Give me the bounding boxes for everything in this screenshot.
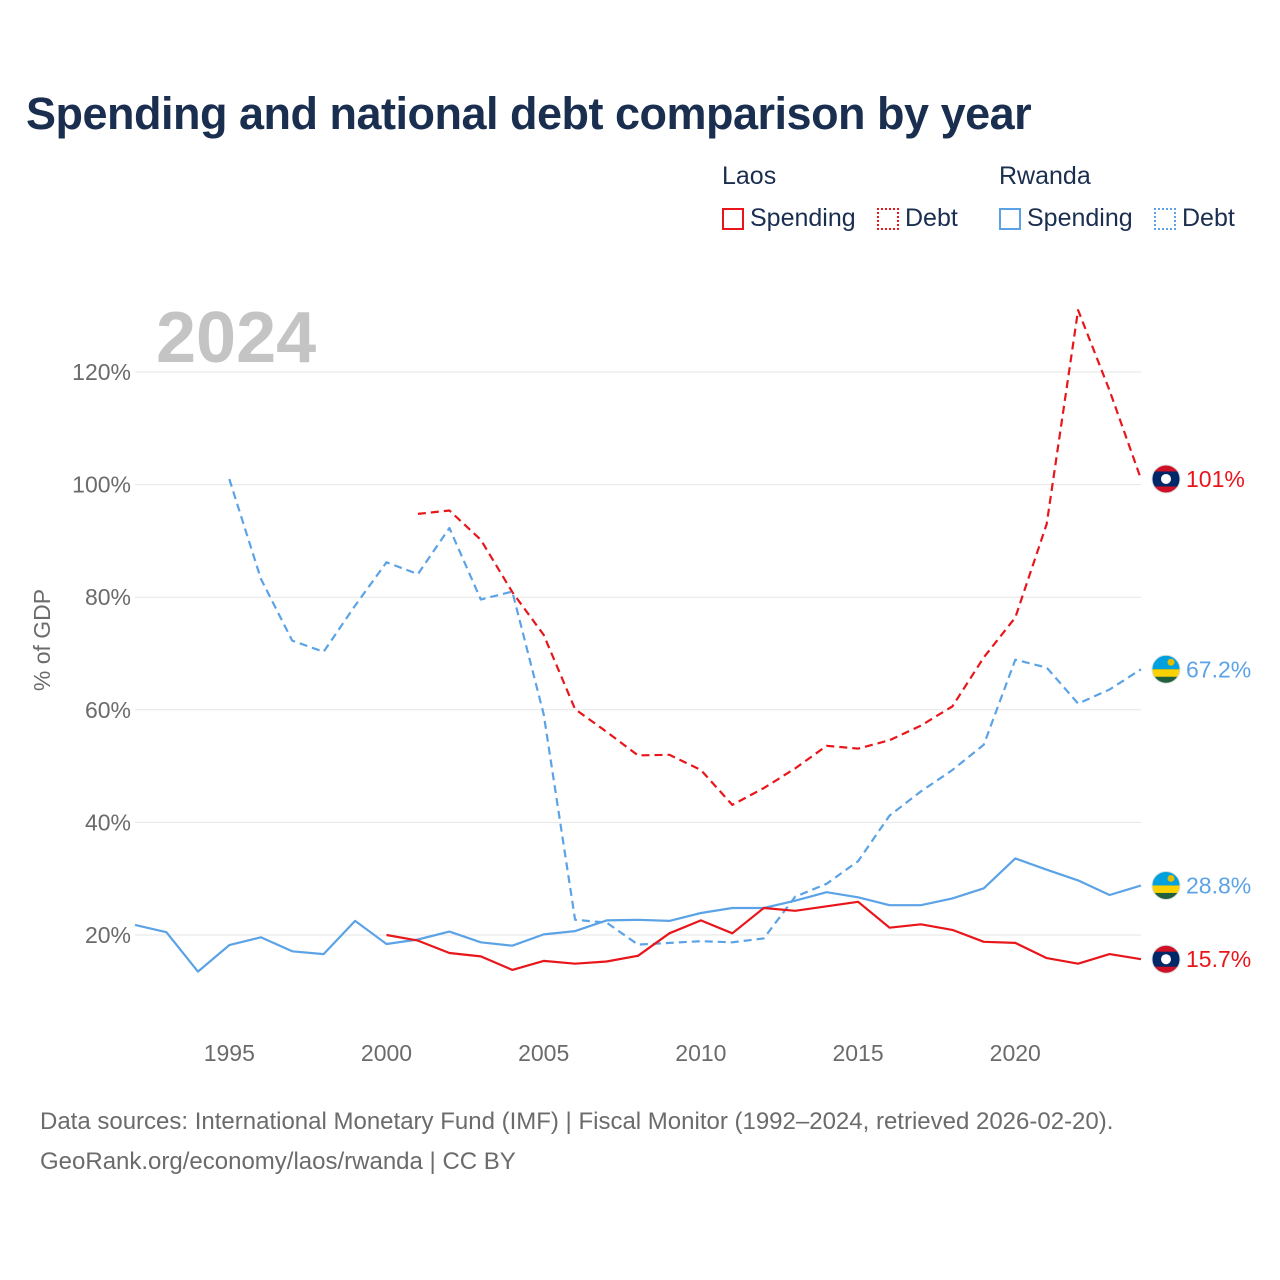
series-lines bbox=[134, 309, 1143, 973]
series-line-laos-debt[interactable] bbox=[417, 309, 1143, 807]
y-tick-label: 60% bbox=[85, 697, 131, 723]
end-value-label: 101% bbox=[1186, 466, 1245, 492]
x-tick-label: 1995 bbox=[204, 1040, 255, 1066]
legend-label: Debt bbox=[905, 204, 958, 232]
y-axis-ticks: 20% 40% 60% 80% 100% 120% bbox=[72, 359, 131, 948]
end-markers: 15.7% 101% 28.8% 67.2% bbox=[1151, 464, 1251, 974]
end-value-label: 67.2% bbox=[1186, 656, 1251, 682]
legend-label: Spending bbox=[1027, 204, 1133, 232]
series-line-rwanda-debt[interactable] bbox=[228, 478, 1142, 946]
legend-country-laos: Laos bbox=[722, 162, 777, 190]
x-axis-ticks: 1995 2000 2005 2010 2015 2020 bbox=[204, 1040, 1041, 1066]
legend-label: Debt bbox=[1182, 204, 1235, 232]
legend-item-laos-debt[interactable]: Debt bbox=[877, 204, 958, 233]
rwanda-flag-icon bbox=[1151, 654, 1181, 684]
footer-sources: Data sources: International Monetary Fun… bbox=[40, 1108, 1114, 1135]
laos-debt-swatch bbox=[877, 207, 899, 230]
rwanda-debt-swatch bbox=[1154, 207, 1176, 230]
legend-country-rwanda: Rwanda bbox=[999, 162, 1091, 190]
x-tick-label: 2000 bbox=[361, 1040, 412, 1066]
legend-item-laos-spending[interactable]: Spending bbox=[722, 204, 856, 233]
legend-item-rwanda-debt[interactable]: Debt bbox=[1154, 204, 1235, 233]
chart-title: Spending and national debt comparison by… bbox=[26, 88, 1032, 139]
footer-credit: GeoRank.org/economy/laos/rwanda | CC BY bbox=[40, 1148, 516, 1175]
legend-item-rwanda-spending[interactable]: Spending bbox=[999, 204, 1133, 233]
end-value-label: 28.8% bbox=[1186, 872, 1251, 898]
laos-flag-icon bbox=[1151, 464, 1181, 494]
y-axis-label: % of GDP bbox=[29, 589, 55, 691]
end-value-label: 15.7% bbox=[1186, 946, 1251, 972]
year-watermark: 2024 bbox=[156, 298, 316, 378]
series-line-laos-spending[interactable] bbox=[386, 900, 1142, 972]
y-tick-label: 100% bbox=[72, 472, 131, 498]
y-tick-label: 120% bbox=[72, 359, 131, 385]
y-tick-label: 80% bbox=[85, 584, 131, 610]
series-line-rwanda-spending[interactable] bbox=[134, 857, 1142, 973]
x-tick-label: 2015 bbox=[832, 1040, 883, 1066]
grid-lines bbox=[135, 371, 1141, 936]
x-tick-label: 2005 bbox=[518, 1040, 569, 1066]
y-tick-label: 40% bbox=[85, 809, 131, 835]
rwanda-flag-icon bbox=[1151, 870, 1181, 900]
legend-label: Spending bbox=[750, 204, 856, 232]
x-tick-label: 2010 bbox=[675, 1040, 726, 1066]
laos-spending-swatch bbox=[722, 207, 744, 230]
x-tick-label: 2020 bbox=[990, 1040, 1041, 1066]
rwanda-spending-swatch bbox=[999, 207, 1021, 230]
line-chart: 2024 20% 40% 60% 80% 100% 120% 1995 2000 2005 20… bbox=[29, 298, 1251, 1066]
laos-flag-icon bbox=[1151, 944, 1181, 974]
y-tick-label: 20% bbox=[85, 922, 131, 948]
